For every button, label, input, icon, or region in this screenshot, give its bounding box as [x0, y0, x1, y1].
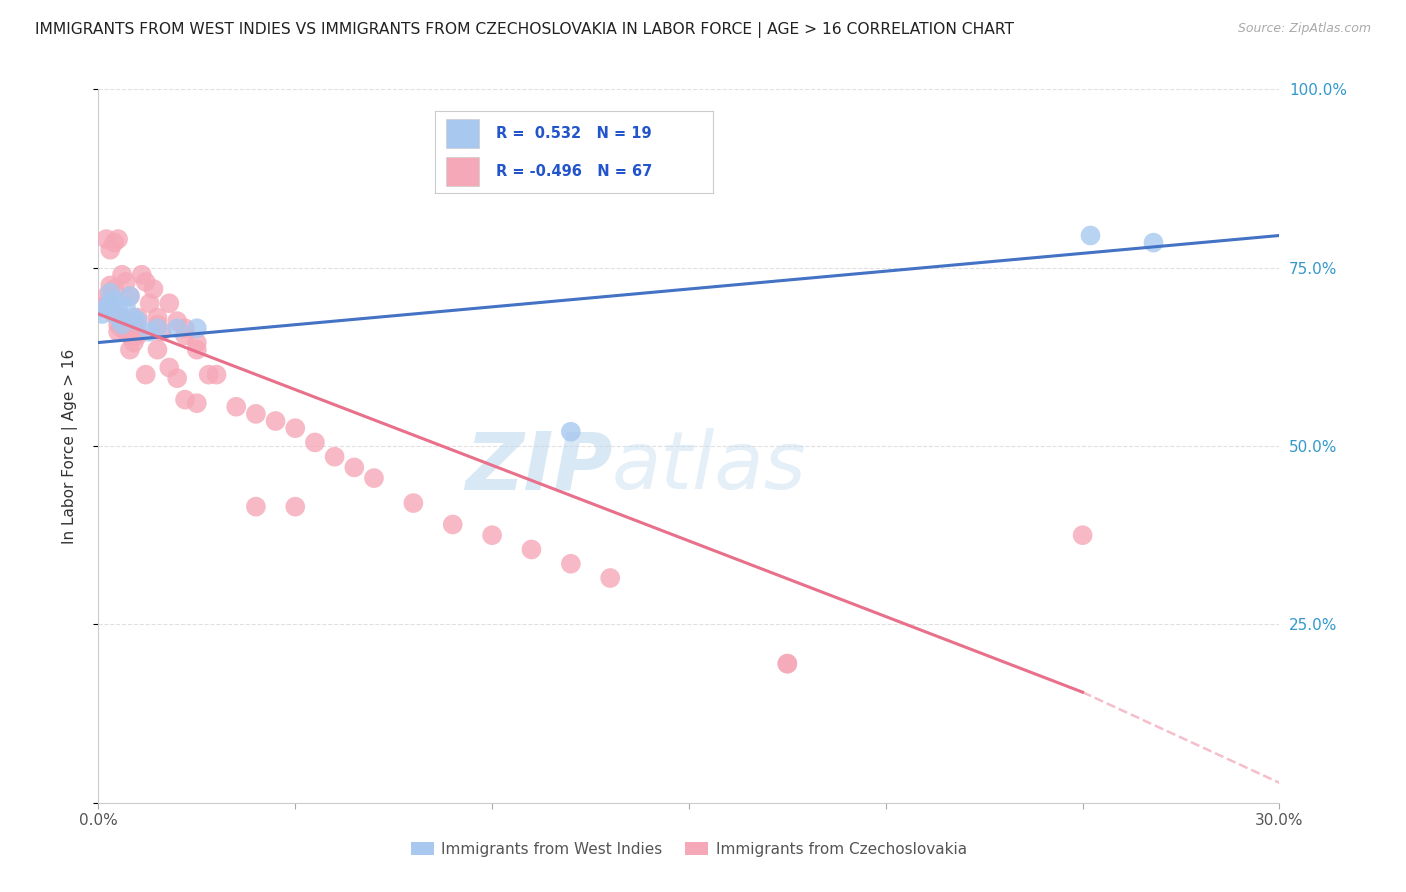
Point	[441, 517, 464, 532]
Point	[138, 296, 160, 310]
Point	[98, 278, 121, 293]
Point	[107, 325, 129, 339]
Point	[107, 310, 129, 325]
Point	[186, 321, 208, 335]
Point	[343, 460, 366, 475]
Point	[107, 300, 129, 314]
Point	[186, 343, 208, 357]
Point	[146, 343, 169, 357]
Point	[560, 557, 582, 571]
Point	[157, 360, 180, 375]
Point	[98, 243, 121, 257]
Point	[111, 310, 134, 325]
Point	[91, 300, 114, 314]
Point	[107, 318, 129, 332]
Point	[1080, 228, 1102, 243]
Point	[103, 307, 125, 321]
Point	[599, 571, 621, 585]
Point	[323, 450, 346, 464]
Point	[96, 289, 118, 303]
Point	[91, 307, 114, 321]
Point	[107, 232, 129, 246]
Point	[284, 421, 307, 435]
Point	[481, 528, 503, 542]
Point	[127, 328, 149, 343]
Point	[197, 368, 219, 382]
Text: ZIP: ZIP	[465, 428, 612, 507]
Point	[166, 314, 188, 328]
Point	[111, 268, 134, 282]
Point	[776, 657, 799, 671]
Text: atlas: atlas	[612, 428, 807, 507]
Point	[264, 414, 287, 428]
Point	[304, 435, 326, 450]
Point	[146, 318, 169, 332]
Point	[127, 310, 149, 325]
Point	[103, 282, 125, 296]
Point	[138, 325, 160, 339]
Point	[205, 368, 228, 382]
Point	[174, 392, 197, 407]
Point	[127, 314, 149, 328]
Point	[118, 343, 141, 357]
Legend: Immigrants from West Indies, Immigrants from Czechoslovakia: Immigrants from West Indies, Immigrants …	[405, 836, 973, 863]
Point	[122, 321, 145, 335]
Point	[560, 425, 582, 439]
Point	[96, 300, 118, 314]
Point	[186, 396, 208, 410]
Text: IMMIGRANTS FROM WEST INDIES VS IMMIGRANTS FROM CZECHOSLOVAKIA IN LABOR FORCE | A: IMMIGRANTS FROM WEST INDIES VS IMMIGRANT…	[35, 22, 1014, 38]
Y-axis label: In Labor Force | Age > 16: In Labor Force | Age > 16	[62, 349, 77, 543]
Point	[174, 321, 197, 335]
Point	[135, 275, 157, 289]
Point	[225, 400, 247, 414]
Point	[122, 318, 145, 332]
Point	[131, 268, 153, 282]
Text: Source: ZipAtlas.com: Source: ZipAtlas.com	[1237, 22, 1371, 36]
Point	[166, 371, 188, 385]
Point	[96, 232, 118, 246]
Point	[146, 310, 169, 325]
Point	[402, 496, 425, 510]
Point	[1142, 235, 1164, 250]
Point	[96, 300, 118, 314]
Point	[142, 282, 165, 296]
Point	[146, 321, 169, 335]
Point	[103, 235, 125, 250]
Point	[363, 471, 385, 485]
Point	[1071, 528, 1094, 542]
Point	[174, 328, 197, 343]
Point	[776, 657, 799, 671]
Point	[115, 325, 138, 339]
Point	[98, 296, 121, 310]
Point	[115, 300, 138, 314]
Point	[103, 293, 125, 307]
Point	[284, 500, 307, 514]
Point	[122, 335, 145, 350]
Point	[186, 335, 208, 350]
Point	[245, 500, 267, 514]
Point	[245, 407, 267, 421]
Point	[157, 296, 180, 310]
Point	[118, 328, 141, 343]
Point	[111, 318, 134, 332]
Point	[150, 325, 173, 339]
Point	[135, 368, 157, 382]
Point	[111, 321, 134, 335]
Point	[118, 289, 141, 303]
Point	[166, 321, 188, 335]
Point	[115, 275, 138, 289]
Point	[118, 289, 141, 303]
Point	[98, 285, 121, 300]
Point	[122, 310, 145, 325]
Point	[98, 296, 121, 310]
Point	[127, 325, 149, 339]
Point	[520, 542, 543, 557]
